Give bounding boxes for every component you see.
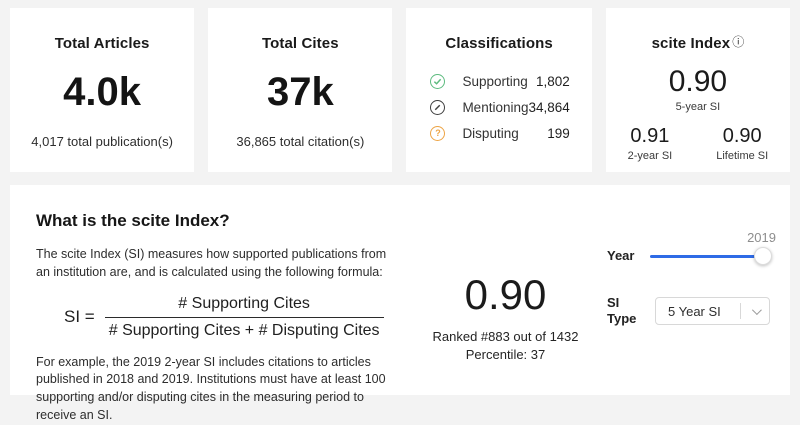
si-5year-value: 0.90	[668, 65, 728, 98]
explainer-example: For example, the 2019 2-year SI includes…	[36, 354, 386, 422]
year-slider-value: 2019	[747, 230, 776, 245]
scite-dashboard: Total Articles 4.0k 4,017 total publicat…	[10, 8, 790, 422]
total-articles-subtitle: 4,017 total publication(s)	[31, 134, 173, 149]
classification-row-mentioning: Mentioning 34,864	[430, 94, 570, 120]
si-2year-block: 0.91 2-year SI	[628, 126, 673, 162]
year-slider-handle[interactable]	[754, 247, 772, 265]
classification-label: Mentioning	[462, 99, 529, 115]
classification-value: 199	[547, 125, 570, 141]
total-cites-subtitle: 36,865 total citation(s)	[236, 134, 365, 149]
total-cites-value: 37k	[266, 70, 334, 114]
scite-index-card: scite Index ⓘ 0.90 5-year SI 0.91 2-year…	[605, 8, 790, 172]
disputing-question-icon: ?	[430, 125, 446, 141]
classifications-card: Classifications Supporting 1,802 Mention…	[406, 8, 592, 172]
si-5year-label: 5-year SI	[675, 101, 721, 113]
formula-lhs: SI =	[64, 307, 95, 326]
supporting-check-icon	[430, 73, 446, 89]
formula-fraction: # Supporting Cites # Supporting Cites + …	[104, 294, 384, 340]
si-secondary-values: 0.91 2-year SI 0.90 Lifetime SI	[606, 126, 790, 162]
stats-row: Total Articles 4.0k 4,017 total publicat…	[10, 8, 790, 172]
scite-index-explainer-panel: What is the scite Index? The scite Index…	[10, 185, 790, 422]
classification-row-supporting: Supporting 1,802	[430, 68, 570, 94]
formula-denominator: # Supporting Cites + # Disputing Cites	[104, 316, 384, 340]
controls-column: Year 2019 SI Type 5 Year SI	[607, 211, 776, 375]
explainer-heading: What is the scite Index?	[36, 211, 230, 230]
info-icon[interactable]: ⓘ	[732, 35, 745, 49]
classification-value: 34,864	[528, 99, 570, 115]
chevron-down-icon[interactable]	[741, 304, 769, 315]
si-type-select[interactable]: 5 Year SI	[655, 297, 770, 326]
si-type-selected-value: 5 Year SI	[668, 303, 721, 319]
si-type-control: SI Type 5 Year SI	[607, 295, 770, 328]
classifications-title: Classifications	[445, 35, 553, 52]
year-slider-track[interactable]	[650, 255, 770, 258]
year-control: Year 2019	[607, 230, 776, 265]
mentioning-slash-icon	[430, 99, 446, 115]
select-divider	[740, 303, 741, 320]
classifications-list: Supporting 1,802 Mentioning 34,864 ? Dis…	[430, 68, 570, 146]
scite-index-title: scite Index	[651, 35, 731, 52]
score-rank: Ranked #883 out of 1432	[432, 329, 579, 344]
explainer-intro: The scite Index (SI) measures how suppor…	[36, 247, 387, 279]
si-lifetime-block: 0.90 Lifetime SI	[716, 126, 768, 162]
classification-row-disputing: ? Disputing 199	[430, 120, 570, 146]
total-articles-card: Total Articles 4.0k 4,017 total publicat…	[10, 8, 195, 172]
score-value: 0.90	[464, 271, 547, 318]
si-formula: SI = # Supporting Cites # Supporting Cit…	[64, 295, 404, 340]
score-column: 0.90 Ranked #883 out of 1432 Percentile:…	[404, 211, 607, 375]
year-label: Year	[607, 247, 635, 263]
formula-numerator: # Supporting Cites	[178, 294, 310, 312]
total-cites-card: Total Cites 37k 36,865 total citation(s)	[208, 8, 393, 172]
si-2year-label: 2-year SI	[627, 150, 673, 162]
total-cites-title: Total Cites	[261, 35, 339, 52]
classification-label: Disputing	[462, 125, 519, 141]
year-slider[interactable]: 2019	[650, 230, 776, 265]
si-lifetime-value: 0.90	[722, 125, 762, 147]
si-type-label: SI Type	[607, 295, 637, 327]
score-percentile: Percentile: 37	[465, 347, 546, 362]
si-lifetime-label: Lifetime SI	[716, 150, 769, 162]
total-articles-value: 4.0k	[63, 70, 142, 114]
classification-value: 1,802	[535, 73, 570, 89]
explainer-text-column: What is the scite Index? The scite Index…	[36, 211, 404, 422]
total-articles-title: Total Articles	[54, 35, 150, 52]
si-2year-value: 0.91	[630, 125, 670, 147]
classification-label: Supporting	[462, 73, 528, 89]
